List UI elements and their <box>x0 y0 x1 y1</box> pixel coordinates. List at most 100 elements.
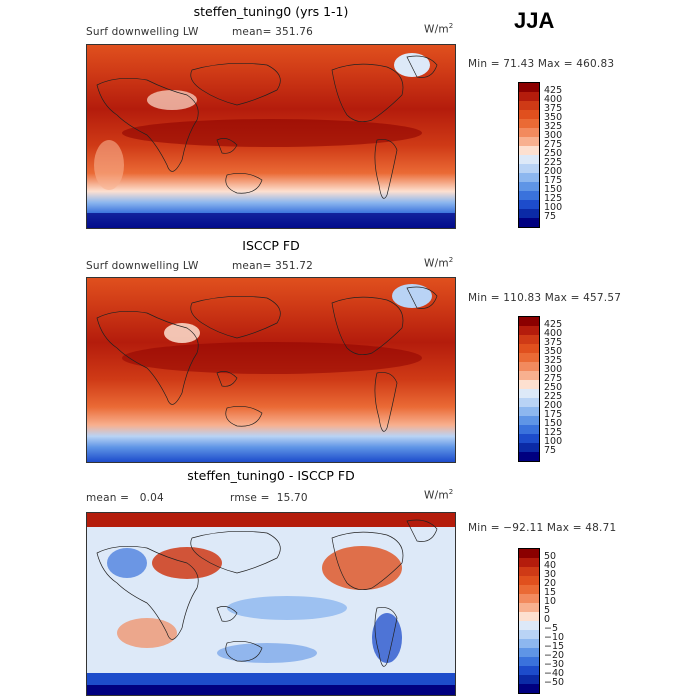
colorbar-swatch <box>519 621 539 630</box>
colorbar-tick-label: 400 <box>544 94 563 105</box>
colorbar-swatch <box>519 549 539 558</box>
map-model <box>86 44 456 229</box>
colorbar-swatch <box>519 380 539 389</box>
colorbar-tick-label: 275 <box>544 373 563 384</box>
colorbar-swatch <box>519 317 539 326</box>
colorbar-swatch <box>519 443 539 452</box>
colorbar-tick-label: 150 <box>544 418 563 429</box>
colorbar-tick-label: 100 <box>544 436 563 447</box>
colorbar-swatch <box>519 362 539 371</box>
colorbar-swatch <box>519 344 539 353</box>
colorbar-swatch <box>519 173 539 182</box>
colorbar-swatch <box>519 110 539 119</box>
map-obs <box>86 277 456 463</box>
colorbar-tick-label: 425 <box>544 319 563 330</box>
colorbar-tick-label: 375 <box>544 337 563 348</box>
panel-title: steffen_tuning0 - ISCCP FD <box>187 468 355 483</box>
colorbar-tick-label: 5 <box>544 605 551 616</box>
colorbar-diff <box>518 548 540 694</box>
colorbar-tick-label: −10 <box>544 632 565 643</box>
mean-label: mean = 0.04 <box>86 492 164 504</box>
colorbar-tick-label: 150 <box>544 184 563 195</box>
colorbar-model <box>518 82 540 228</box>
colorbar-swatch <box>519 164 539 173</box>
panel-title: steffen_tuning0 (yrs 1-1) <box>193 4 349 19</box>
colorbar-swatch <box>519 353 539 362</box>
map-diff <box>86 512 456 696</box>
colorbar-swatch <box>519 603 539 612</box>
colorbar-swatch <box>519 630 539 639</box>
colorbar-swatch <box>519 657 539 666</box>
colorbar-tick-label: 325 <box>544 355 563 366</box>
colorbar-tick-label: 175 <box>544 409 563 420</box>
colorbar-tick-label: 10 <box>544 596 557 607</box>
colorbar-swatch <box>519 639 539 648</box>
colorbar-swatch <box>519 666 539 675</box>
colorbar-swatch <box>519 416 539 425</box>
colorbar-swatch <box>519 684 539 693</box>
colorbar-swatch <box>519 434 539 443</box>
colorbar-tick-label: 375 <box>544 103 563 114</box>
units-label: W/m2 <box>424 488 454 502</box>
colorbar-swatch <box>519 389 539 398</box>
colorbar-swatch <box>519 218 539 227</box>
colorbar-tick-label: 125 <box>544 427 563 438</box>
colorbar-tick-label: −5 <box>544 623 559 634</box>
units-label: W/m2 <box>424 22 454 36</box>
colorbar-tick-label: −50 <box>544 677 565 688</box>
mean-label: mean= 351.76 <box>232 26 314 38</box>
colorbar-swatch <box>519 146 539 155</box>
colorbar-swatch <box>519 182 539 191</box>
colorbar-tick-label: 100 <box>544 202 563 213</box>
colorbar-tick-label: 350 <box>544 112 563 123</box>
min-max-label: Min = 71.43 Max = 460.83 <box>468 58 615 70</box>
colorbar-swatch <box>519 200 539 209</box>
min-max-label: Min = −92.11 Max = 48.71 <box>468 522 617 534</box>
colorbar-swatch <box>519 567 539 576</box>
colorbar-tick-label: 225 <box>544 391 563 402</box>
colorbar-tick-label: 300 <box>544 130 563 141</box>
colorbar-ticks-model: 425 400 375 350 325 300 275 250 225 200 175 150 125 1… <box>544 82 584 226</box>
colorbar-tick-label: 15 <box>544 587 557 598</box>
colorbar-swatch <box>519 585 539 594</box>
colorbar-tick-label: 225 <box>544 157 563 168</box>
colorbar-tick-label: 30 <box>544 569 557 580</box>
panel-title: ISCCP FD <box>242 238 300 253</box>
colorbar-swatch <box>519 612 539 621</box>
season-label: JJA <box>514 8 555 33</box>
colorbar-swatch <box>519 92 539 101</box>
colorbar-swatch <box>519 648 539 657</box>
colorbar-swatch <box>519 83 539 92</box>
colorbar-tick-label: −30 <box>544 659 565 670</box>
colorbar-tick-label: 300 <box>544 364 563 375</box>
min-max-label: Min = 110.83 Max = 457.57 <box>468 292 622 304</box>
colorbar-swatch <box>519 398 539 407</box>
mean-label: mean= 351.72 <box>232 260 314 272</box>
colorbar-swatch <box>519 335 539 344</box>
colorbar-swatch <box>519 675 539 684</box>
colorbar-ticks-diff: 50 40 30 20 15 10 5 0 −5 −10 −15 −20 −30 −40 −50 <box>544 548 584 692</box>
colorbar-tick-label: 350 <box>544 346 563 357</box>
units-label: W/m2 <box>424 256 454 270</box>
colorbar-tick-label: 50 <box>544 551 557 562</box>
colorbar-tick-label: 200 <box>544 400 563 411</box>
colorbar-swatch <box>519 558 539 567</box>
colorbar-tick-label: 325 <box>544 121 563 132</box>
colorbar-tick-label: −40 <box>544 668 565 679</box>
colorbar-tick-label: 200 <box>544 166 563 177</box>
colorbar-tick-label: 40 <box>544 560 557 571</box>
colorbar-swatch <box>519 128 539 137</box>
colorbar-swatch <box>519 191 539 200</box>
colorbar-tick-label: 250 <box>544 382 563 393</box>
colorbar-tick-label: 125 <box>544 193 563 204</box>
colorbar-swatch <box>519 594 539 603</box>
colorbar-swatch <box>519 101 539 110</box>
colorbar-tick-label: 250 <box>544 148 563 159</box>
colorbar-tick-label: 20 <box>544 578 557 589</box>
variable-label: Surf downwelling LW <box>86 26 199 38</box>
colorbar-tick-label: 425 <box>544 85 563 96</box>
colorbar-swatch <box>519 155 539 164</box>
colorbar-swatch <box>519 452 539 461</box>
colorbar-swatch <box>519 326 539 335</box>
colorbar-tick-label: 175 <box>544 175 563 186</box>
